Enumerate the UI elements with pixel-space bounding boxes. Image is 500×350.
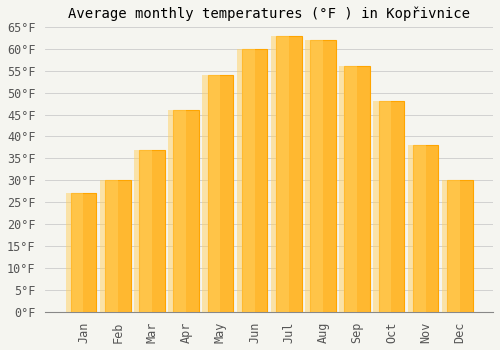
Bar — [442, 180, 460, 312]
Bar — [202, 75, 220, 312]
Bar — [378, 102, 404, 312]
Bar — [276, 36, 301, 312]
Bar — [310, 40, 336, 312]
Bar — [340, 66, 357, 312]
Bar — [447, 180, 472, 312]
Bar — [105, 180, 130, 312]
Bar — [134, 149, 152, 312]
Bar — [305, 40, 323, 312]
Bar — [242, 49, 268, 312]
Bar — [66, 194, 84, 312]
Bar — [236, 49, 254, 312]
Bar — [344, 66, 370, 312]
Bar — [139, 149, 165, 312]
Bar — [100, 180, 117, 312]
Bar — [70, 194, 97, 312]
Bar — [174, 110, 199, 312]
Bar — [374, 102, 392, 312]
Bar — [408, 145, 426, 312]
Bar — [271, 36, 289, 312]
Title: Average monthly temperatures (°F ) in Kopřivnice: Average monthly temperatures (°F ) in Ko… — [68, 7, 470, 21]
Bar — [168, 110, 186, 312]
Bar — [208, 75, 233, 312]
Bar — [413, 145, 438, 312]
